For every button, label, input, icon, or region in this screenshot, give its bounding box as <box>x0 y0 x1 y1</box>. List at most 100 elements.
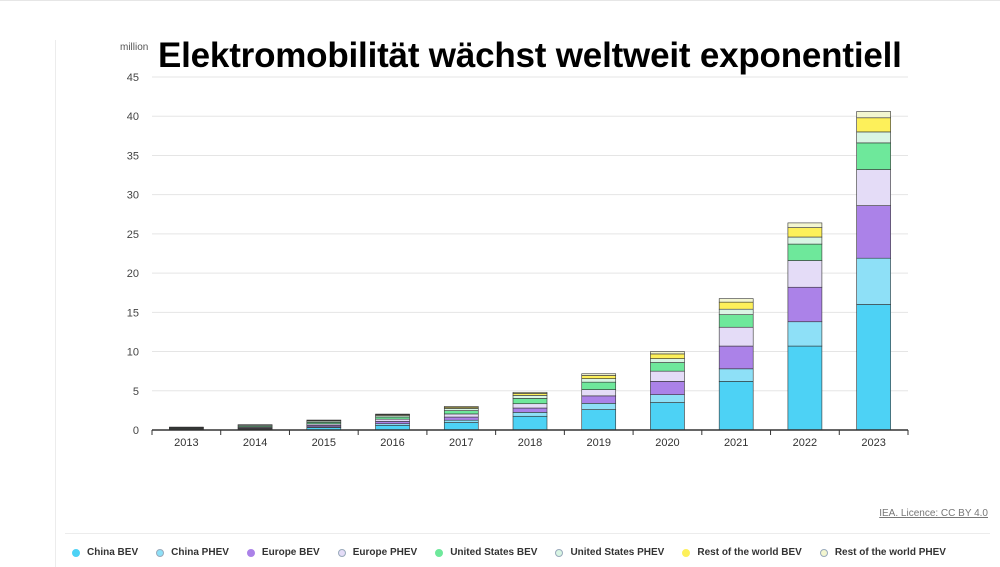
legend-item: Rest of the world BEV <box>682 547 802 558</box>
legend-swatch <box>682 548 691 557</box>
x-tick-label: 2016 <box>380 437 404 449</box>
legend-swatch <box>337 548 346 557</box>
bar-segment <box>718 314 754 328</box>
y-tick-label: 5 <box>133 386 139 398</box>
bar-segment <box>787 236 823 245</box>
y-tick-label: 45 <box>127 72 139 84</box>
bar-segment <box>718 326 754 347</box>
bar-segment <box>512 395 548 399</box>
bar-segment <box>718 308 754 315</box>
bar-segment <box>650 394 685 403</box>
legend-label: Europe BEV <box>261 547 320 558</box>
bar-segment <box>856 205 891 259</box>
legend-label: Rest of the world BEV <box>697 547 802 558</box>
x-tick-label: 2021 <box>724 437 748 449</box>
bar-segment <box>443 416 479 421</box>
bar-segment <box>650 402 685 431</box>
bar-segment <box>856 117 891 133</box>
bar-segment <box>443 408 479 411</box>
bar-segment <box>787 227 823 238</box>
legend-swatch <box>246 548 255 557</box>
legend-label: China PHEV <box>171 547 229 558</box>
bar-segment <box>512 407 548 413</box>
bar-segment <box>443 406 479 408</box>
bar-segment <box>512 391 548 394</box>
bar-segment <box>443 410 479 415</box>
bar-segment <box>581 375 617 379</box>
bar-segment <box>856 257 891 305</box>
legend-item: Rest of the world PHEV <box>819 547 946 558</box>
bar-segment <box>718 381 754 431</box>
bar-segment <box>787 260 823 288</box>
bar-segment <box>650 370 685 382</box>
bar-segment <box>375 421 410 425</box>
bar-segment <box>856 304 891 431</box>
x-tick-label: 2014 <box>243 437 267 449</box>
legend-swatch <box>555 548 564 557</box>
bar-segment <box>581 373 617 376</box>
legend-label: Rest of the world PHEV <box>834 547 946 558</box>
legend-item: Europe BEV <box>246 547 320 558</box>
legend-swatch <box>819 548 828 557</box>
x-tick-label: 2018 <box>518 437 542 449</box>
x-tick-label: 2022 <box>793 437 817 449</box>
bar-segment <box>512 403 548 409</box>
bar-segment <box>581 378 617 383</box>
bar-segment <box>650 353 685 359</box>
bar-segment <box>787 286 823 323</box>
x-tick-label: 2019 <box>586 437 610 449</box>
legend-item: China BEV <box>72 547 138 558</box>
legend-item: Europe PHEV <box>337 547 418 558</box>
bar-segment <box>650 381 685 395</box>
bar-segment <box>375 416 410 420</box>
legend-divider <box>65 533 990 534</box>
bar-segment <box>512 398 548 405</box>
bar-segment <box>443 419 479 423</box>
x-tick-label: 2020 <box>655 437 679 449</box>
legend-label: United States PHEV <box>570 547 665 558</box>
x-tick-label: 2013 <box>174 437 198 449</box>
bar-segment <box>581 409 617 431</box>
legend-item: China PHEV <box>156 547 229 558</box>
x-tick-label: 2023 <box>861 437 885 449</box>
legend-item: United States BEV <box>435 547 537 558</box>
bar-segment <box>443 422 479 431</box>
bar-segment <box>718 368 754 382</box>
bar-segment <box>650 358 685 363</box>
x-tick-label: 2015 <box>312 437 336 449</box>
bar-segment <box>718 301 754 310</box>
bar-segment <box>787 243 823 261</box>
x-tick-label: 2017 <box>449 437 473 449</box>
bar-segment <box>650 362 685 372</box>
bar-segment <box>856 142 891 170</box>
legend-swatch <box>72 548 80 557</box>
y-tick-label: 15 <box>127 307 139 319</box>
chart-legend: China BEV China PHEV Europe BEV Europe PHEV… <box>72 547 964 558</box>
bar-segment <box>375 418 410 422</box>
y-tick-label: 0 <box>133 425 139 437</box>
page-title: Elektromobilität wächst weltweit exponen… <box>158 36 902 75</box>
legend-label: China BEV <box>87 547 139 558</box>
bar-segment <box>856 131 891 144</box>
y-tick-label: 20 <box>127 268 139 280</box>
bar-segment <box>856 111 891 119</box>
bar-segment <box>581 403 617 410</box>
top-border <box>0 0 1000 1</box>
legend-item: United States PHEV <box>555 547 664 558</box>
bar-segment <box>512 412 548 417</box>
legend-swatch <box>156 548 165 557</box>
bar-segment <box>375 413 410 415</box>
bar-segment <box>787 321 823 347</box>
y-tick-label: 25 <box>127 229 139 241</box>
bar-segment <box>856 169 891 206</box>
source-link[interactable]: IEA. Licence: CC BY 4.0 <box>879 508 988 519</box>
bar-segment <box>581 395 617 404</box>
bar-segment <box>581 389 617 397</box>
bar-segment <box>718 298 754 303</box>
bar-segment <box>650 351 685 355</box>
bar-segment <box>581 381 617 390</box>
legend-label: Europe PHEV <box>352 547 418 558</box>
legend-swatch <box>435 548 444 557</box>
left-border <box>55 40 56 567</box>
